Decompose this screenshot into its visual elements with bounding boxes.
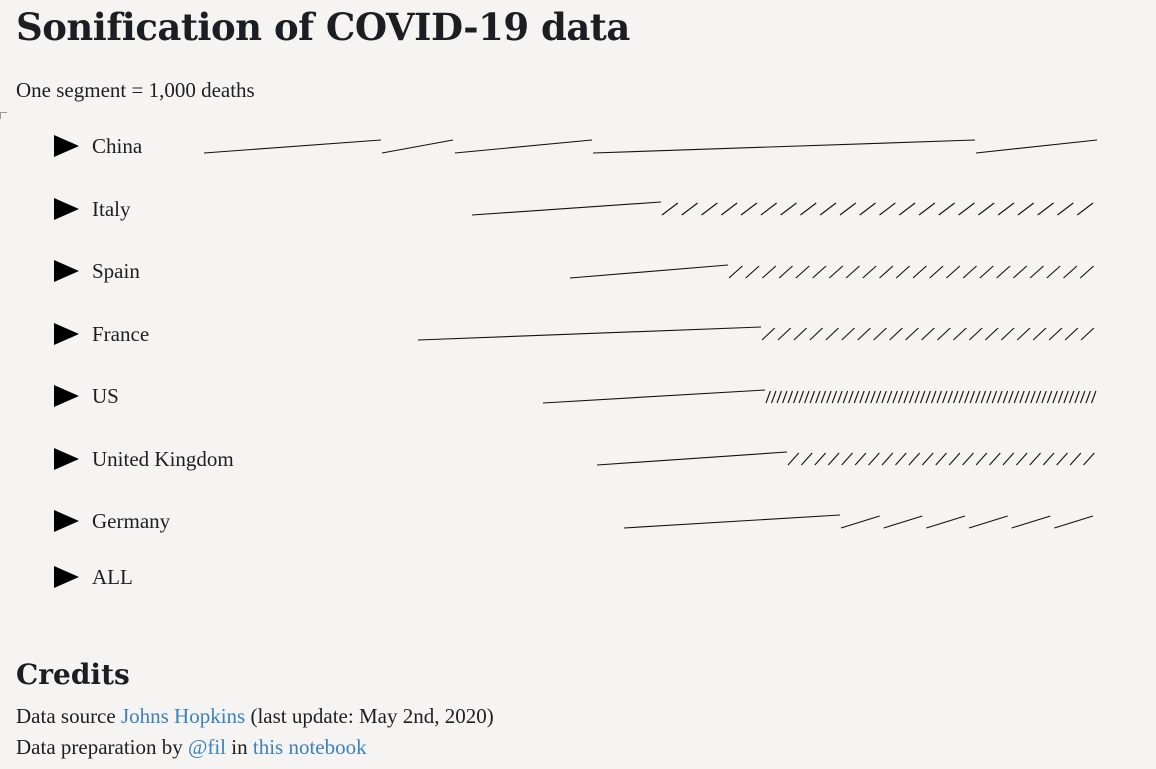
credits-line-source: Data source Johns Hopkins (last update: … [16,702,494,730]
credits-line-preparation: Data preparation by @fil in this noteboo… [16,733,367,761]
country-row-us: US [52,376,1112,416]
notebook-link[interactable]: this notebook [252,735,367,759]
credits-text: (last update: May 2nd, 2020) [245,704,494,728]
country-label: China [92,134,143,158]
play-icon[interactable] [52,134,80,158]
country-row-france: France [52,314,1112,354]
play-icon[interactable] [52,322,80,346]
country-label: Spain [92,259,140,283]
country-row-germany: Germany [52,501,1112,541]
credits-heading: Credits [16,658,130,691]
play-icon[interactable] [52,447,80,471]
country-row-china: China [52,126,1112,166]
play-icon[interactable] [52,509,80,533]
country-label: ALL [92,565,133,589]
cell-marker [0,112,7,119]
country-row-italy: Italy [52,189,1112,229]
country-label: Italy [92,197,131,221]
fil-link[interactable]: @fil [188,735,227,759]
play-icon[interactable] [52,384,80,408]
page-title: Sonification of COVID-19 data [16,5,630,49]
country-label: France [92,322,150,346]
play-icon[interactable] [52,197,80,221]
page-subtitle: One segment = 1,000 deaths [16,78,255,102]
country-row-spain: Spain [52,251,1112,291]
country-row-all: ALL [52,557,1112,597]
credits-text: Data source [16,704,121,728]
play-icon[interactable] [52,565,80,589]
play-icon[interactable] [52,259,80,283]
country-label: US [92,384,119,408]
country-label: United Kingdom [92,447,234,471]
johns-hopkins-link[interactable]: Johns Hopkins [120,704,246,728]
credits-text: in [226,735,253,759]
country-label: Germany [92,509,171,533]
country-row-united-kingdom: United Kingdom [52,439,1112,479]
credits-text: Data preparation by [16,735,189,759]
